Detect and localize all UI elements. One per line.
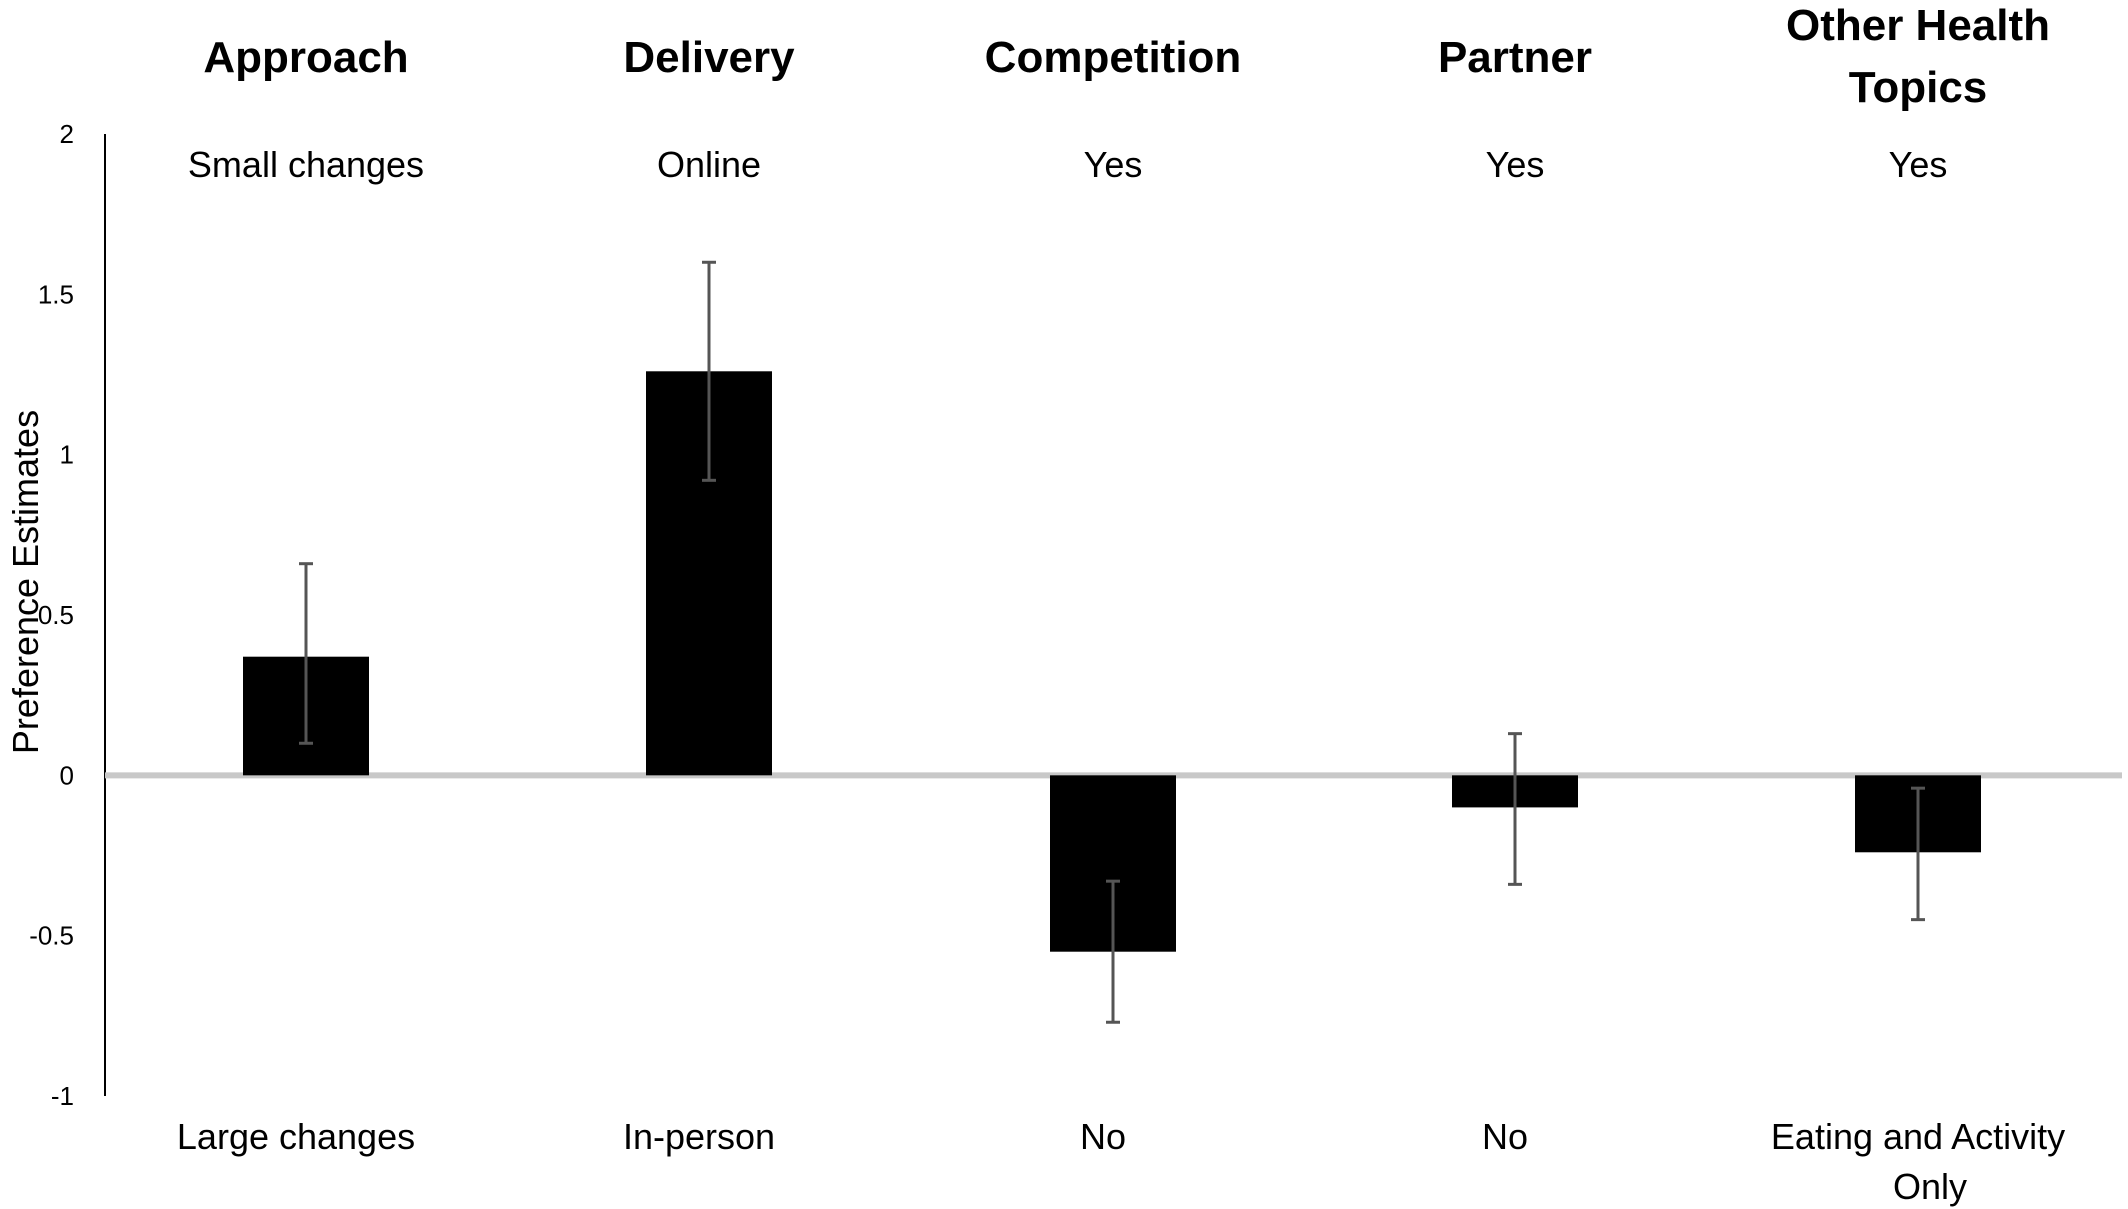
positive-level-label: Online xyxy=(657,144,761,185)
error-bar xyxy=(1911,786,1925,922)
negative-level-label: No xyxy=(1482,1116,1528,1157)
positive-level-label: Yes xyxy=(1486,144,1545,185)
negative-level-label: Large changes xyxy=(177,1116,415,1157)
y-tick-label: 2 xyxy=(60,119,74,149)
positive-level-label: Yes xyxy=(1084,144,1143,185)
y-tick-label: 0 xyxy=(60,760,74,790)
negative-level-label: Eating and Activity Only xyxy=(1771,1116,2065,1207)
category-labels: Approach Small changes Large changes Delive… xyxy=(177,1,2065,1207)
category-title: Partner xyxy=(1438,33,1592,82)
category-title: Other Health Topics xyxy=(1786,1,2050,112)
negative-level-label: No xyxy=(1080,1116,1126,1157)
category-title: Competition xyxy=(985,33,1242,82)
negative-level-label: In-person xyxy=(623,1116,775,1157)
bars xyxy=(243,260,1981,1024)
positive-level-label: Yes xyxy=(1889,144,1948,185)
y-tick-label: -0.5 xyxy=(29,921,74,951)
error-bar xyxy=(702,260,716,482)
y-axis-title: Preference Estimates xyxy=(5,410,46,754)
category-title: Approach xyxy=(203,33,408,82)
y-tick-label: -1 xyxy=(51,1081,74,1111)
y-tick-label: 1.5 xyxy=(38,279,74,309)
error-bar xyxy=(1508,732,1522,886)
error-bar xyxy=(299,562,313,745)
y-axis: 2 1.5 1 0.5 0 -0.5 -1 xyxy=(29,119,2122,1111)
positive-level-label: Small changes xyxy=(188,144,424,185)
category-title: Delivery xyxy=(623,33,795,82)
y-tick-label: 1 xyxy=(60,440,74,470)
y-tick-label: 0.5 xyxy=(38,600,74,630)
error-bar xyxy=(1106,879,1120,1024)
